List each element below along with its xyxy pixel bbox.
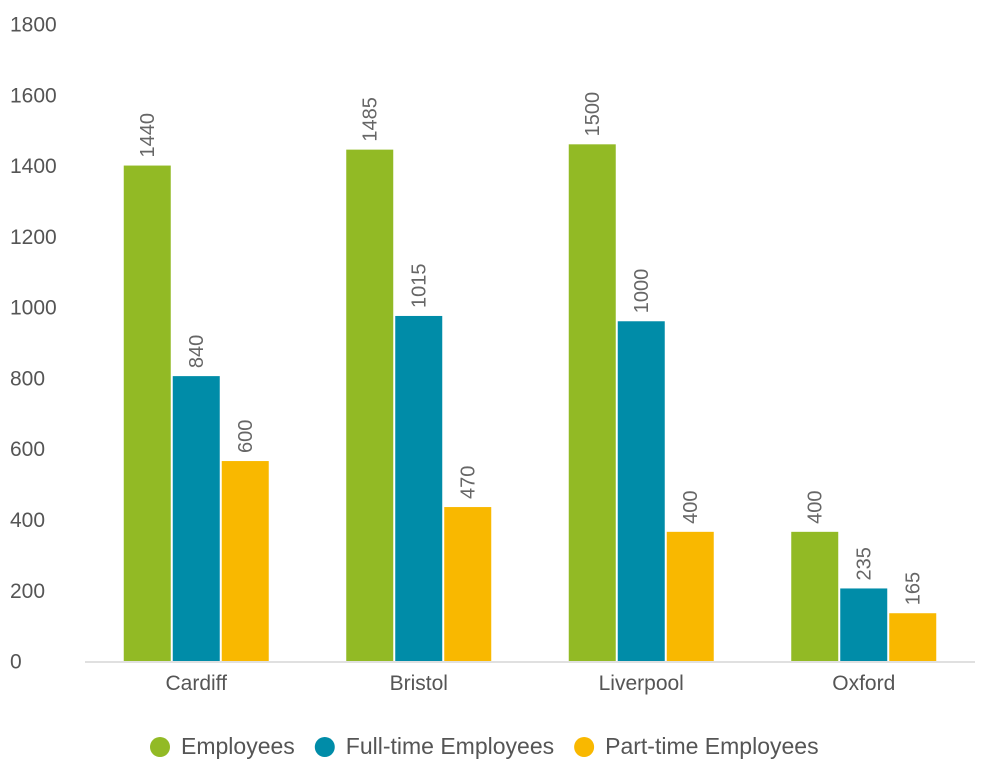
y-axis-ticks: 0 200 400 600 800 1000 1200 1400 1600 1800 [10,14,57,674]
x-axis-ticks: Cardiff Bristol Liverpool Oxford [166,672,896,695]
y-tick-label-0: 0 [10,651,22,674]
data-label-oxford-employees: 400 [805,490,827,523]
legend-marker-full-time-employees [314,737,335,757]
data-label-bristol-part-time-employees: 470 [458,466,480,499]
y-tick-label-1800: 1800 [10,14,57,37]
bar-bristol-full-time-employees [395,315,443,661]
legend: Employees Full-time Employees Part-time Em… [150,733,819,759]
bars [123,144,937,662]
data-label-cardiff-employees: 1440 [137,113,159,158]
bar-liverpool-part-time-employees [666,531,714,661]
bar-liverpool-full-time-employees [617,321,665,661]
bar-cardiff-part-time-employees [221,461,269,661]
bar-oxford-employees [791,531,839,661]
legend-marker-part-time-employees [574,737,595,757]
data-label-bristol-full-time-employees: 1015 [409,263,431,308]
y-tick-label-400: 400 [10,509,45,532]
bar-bristol-part-time-employees [444,507,492,661]
y-tick-label-1000: 1000 [10,297,57,320]
data-label-cardiff-part-time-employees: 600 [235,420,257,453]
data-label-cardiff-full-time-employees: 840 [186,335,208,368]
y-tick-label-600: 600 [10,438,45,461]
data-label-oxford-full-time-employees: 235 [854,547,876,580]
legend-label-part-time-employees: Part-time Employees [605,733,818,759]
legend-label-full-time-employees: Full-time Employees [346,733,554,759]
bar-oxford-part-time-employees [889,613,937,661]
bar-liverpool-employees [568,144,616,662]
y-tick-label-1600: 1600 [10,84,57,107]
x-tick-label-cardiff: Cardiff [166,672,228,695]
legend-marker-employees [150,737,170,757]
data-label-oxford-part-time-employees: 165 [903,572,925,605]
bar-cardiff-employees [123,165,171,662]
x-tick-label-oxford: Oxford [832,672,895,695]
x-tick-label-bristol: Bristol [390,672,448,695]
y-tick-label-1400: 1400 [10,155,57,178]
data-label-liverpool-full-time-employees: 1000 [631,269,653,314]
y-tick-label-1200: 1200 [10,226,57,249]
legend-label-employees: Employees [181,733,295,759]
data-labels: 1440 840 600 1485 1015 470 1500 1000 400 400 235 16… [137,92,925,605]
data-label-bristol-employees: 1485 [360,97,382,142]
data-label-liverpool-part-time-employees: 400 [680,490,702,523]
bar-oxford-full-time-employees [840,588,888,661]
x-tick-label-liverpool: Liverpool [599,672,684,695]
bar-cardiff-full-time-employees [172,376,220,661]
y-tick-label-200: 200 [10,580,45,603]
bar-bristol-employees [346,149,394,661]
data-label-liverpool-employees: 1500 [582,92,604,137]
y-tick-label-800: 800 [10,367,45,390]
